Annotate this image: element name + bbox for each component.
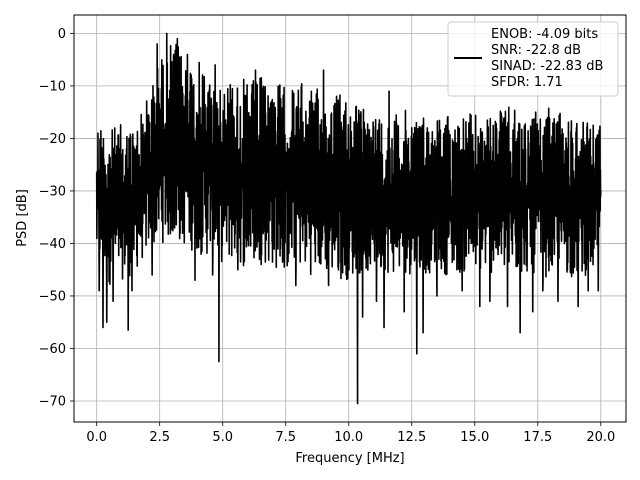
x-tick-label: 20.0 bbox=[586, 430, 615, 445]
psd-series-line bbox=[95, 32, 602, 405]
x-tick-label: 7.5 bbox=[275, 430, 296, 445]
x-tick-label: 15.0 bbox=[460, 430, 489, 445]
x-tick-label: 5.0 bbox=[212, 430, 233, 445]
x-tick-label: 2.5 bbox=[149, 430, 170, 445]
y-axis-label: PSD [dB] bbox=[15, 189, 30, 247]
x-axis-label: Frequency [MHz] bbox=[295, 451, 404, 466]
x-tick-label: 10.0 bbox=[334, 430, 363, 445]
y-tick-label: −70 bbox=[39, 394, 66, 409]
axes-frame bbox=[73, 14, 627, 423]
legend-box bbox=[447, 21, 619, 97]
legend: ENOB: -4.09 bits SNR: -22.8 dB SINAD: -2… bbox=[447, 21, 619, 97]
y-tick-label: 0 bbox=[58, 27, 66, 42]
y-axis: 0 −10 −20 −30 −40 −50 −60 −70 bbox=[39, 27, 74, 409]
x-tick-label: 12.5 bbox=[397, 430, 426, 445]
legend-snr: SNR: -22.8 dB bbox=[491, 43, 581, 58]
y-tick-label: −10 bbox=[39, 79, 66, 94]
y-tick-label: −50 bbox=[39, 289, 66, 304]
plot-area bbox=[95, 32, 602, 405]
legend-enob: ENOB: -4.09 bits bbox=[491, 27, 598, 42]
legend-sfdr: SFDR: 1.71 bbox=[491, 75, 563, 90]
x-tick-label: 0.0 bbox=[86, 430, 107, 445]
y-tick-label: −30 bbox=[39, 184, 66, 199]
y-tick-label: −40 bbox=[39, 237, 66, 252]
legend-sinad: SINAD: -22.83 dB bbox=[491, 59, 603, 74]
x-axis: 0.0 2.5 5.0 7.5 10.0 12.5 15.0 17.5 20.0 bbox=[86, 422, 615, 445]
y-tick-label: −60 bbox=[39, 342, 66, 357]
x-tick-label: 17.5 bbox=[523, 430, 552, 445]
y-tick-label: −20 bbox=[39, 132, 66, 147]
